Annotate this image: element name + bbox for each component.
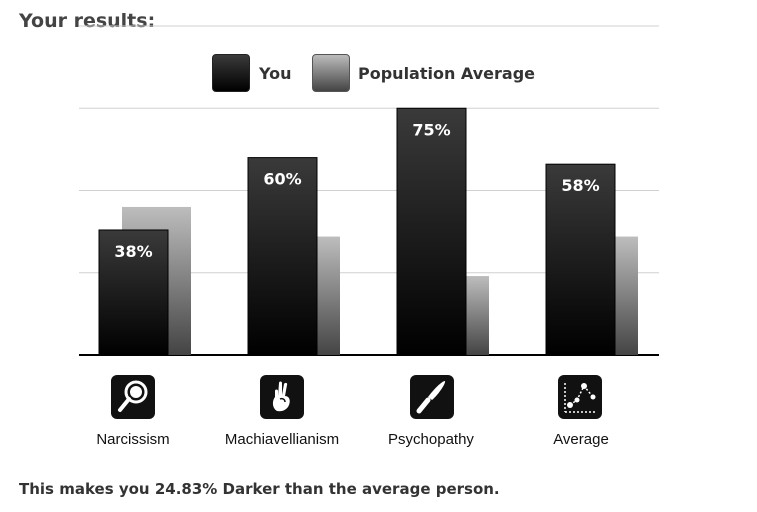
mirror-icon xyxy=(111,375,155,419)
category-label-machiavellianism: Machiavellianism xyxy=(224,431,340,448)
category-label-narcissism: Narcissism xyxy=(96,431,170,448)
scatter-plot-icon xyxy=(558,375,602,419)
bar-you-psychopathy xyxy=(396,107,467,356)
knife-icon xyxy=(410,375,454,419)
legend-swatch-you xyxy=(212,54,250,92)
legend-label-population: Population Average xyxy=(358,64,536,83)
crossed-fingers-icon xyxy=(260,375,304,419)
legend-label-you: You xyxy=(259,64,292,83)
data-label-you-machiavellianism: 60% xyxy=(263,170,301,189)
bar-you-narcissism xyxy=(98,229,169,356)
legend-swatch-population xyxy=(312,54,350,92)
result-summary: This makes you 24.83% Darker than the av… xyxy=(19,480,500,498)
data-label-you-narcissism: 38% xyxy=(114,242,152,261)
data-label-you-average: 58% xyxy=(561,176,599,195)
category-label-psychopathy: Psychopathy xyxy=(388,431,474,448)
data-label-you-psychopathy: 75% xyxy=(412,120,450,139)
bar-chart: 38% 60% 75% 58% xyxy=(79,25,659,356)
category-label-average: Average xyxy=(553,431,609,448)
bar-you-machiavellianism xyxy=(247,157,318,356)
bar-you-average xyxy=(545,163,616,356)
